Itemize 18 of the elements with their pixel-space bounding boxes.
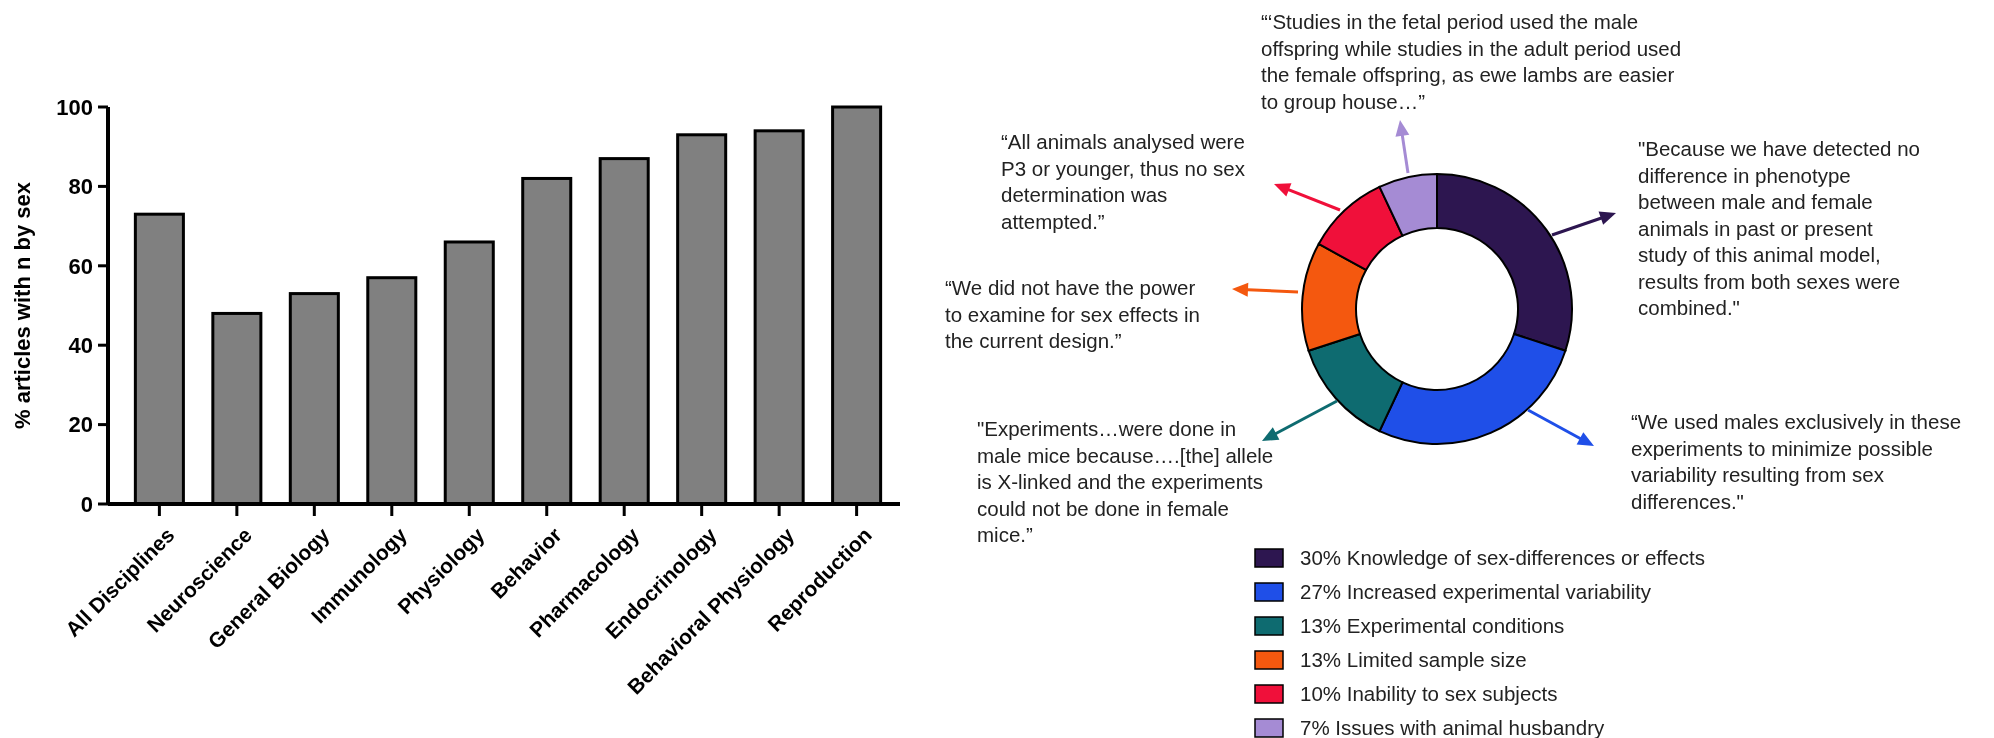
legend-label: 30% Knowledge of sex-differences or effects	[1300, 546, 1705, 570]
text: "Experiments…were done in male mice because….[the] allele is X-linked and the experiments could not be done in female mice.”	[977, 417, 1274, 547]
legend-label: 27% Increased experimental variability	[1300, 580, 1652, 604]
y-tick-label: 60	[68, 253, 93, 279]
y-tick-label: 40	[68, 332, 93, 358]
y-tick-label: 0	[80, 491, 93, 517]
y-axis-title: % articles with n by sex	[10, 181, 35, 429]
legend-label: 13% Experimental conditions	[1300, 614, 1565, 638]
y-tick-label: 80	[68, 174, 93, 200]
y-tick-label: 100	[56, 94, 93, 120]
text: "Because we have detected no difference in phenotype between male and female animals in past or present study of this animal model, results from both sexes were combined."	[1638, 137, 1920, 320]
text: “‘Studies in the fetal period used the male offspring while studies in the adult period used the female offspring, as ewe lambs are easier to group house…”	[1261, 10, 1682, 113]
legend-label: 10% Inability to sex subjects	[1300, 682, 1558, 706]
text: “All animals analysed were P3 or younger, thus no sex determination was attempted.”	[1001, 130, 1246, 233]
text: “We did not have the power to examine for sex effects in the current design.”	[945, 276, 1200, 353]
legend-label: 13% Limited sample size	[1300, 648, 1527, 672]
y-tick-label: 20	[68, 412, 93, 438]
text: “We used males exclusively in these experiments to minimize possible variability resulting from sex differences."	[1631, 410, 1962, 513]
